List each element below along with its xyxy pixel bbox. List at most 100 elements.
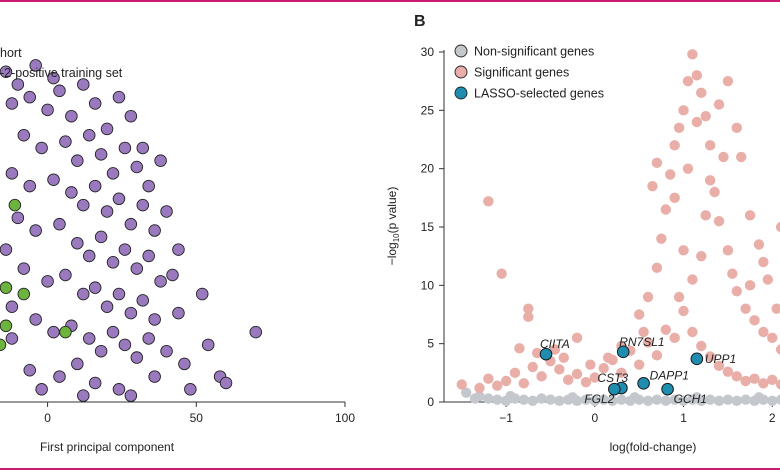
panel-a-point-purple	[94, 230, 108, 244]
panel-a-point-purple	[65, 109, 78, 123]
panel-b-point-sig	[563, 374, 574, 386]
panel-b-point-sig	[673, 291, 685, 303]
panel-b-point-sig	[762, 274, 774, 285]
panel-b-point-sig	[633, 359, 645, 370]
panel-b-y-tick-label: 10	[421, 278, 435, 292]
panel-b-y-tick-label: 0	[427, 395, 434, 409]
panel-b-x-axis-label: log(fold-change)	[610, 440, 697, 454]
panel-b-point-sig	[731, 285, 742, 297]
panel-a-point-purple	[88, 179, 102, 193]
panel-b-y-tick-label: 25	[421, 103, 435, 117]
panel-b-point-nonsig	[589, 395, 601, 407]
panel-a-point-purple	[178, 357, 191, 371]
panel-b-point-sig	[687, 326, 698, 338]
panel-a-point-purple	[59, 135, 72, 148]
panel-b-point-sig	[687, 274, 698, 285]
panel-b-point-sig	[749, 315, 760, 326]
panel-b-point-sig	[775, 379, 780, 390]
panel-a-point-purple	[41, 275, 54, 288]
panel-a-point-purple	[118, 243, 132, 256]
panel-b-point-lasso	[637, 377, 650, 390]
panel-a-point-purple	[35, 141, 48, 155]
panel-b-point-sig	[691, 116, 703, 128]
panel-b-point-nonsig	[767, 395, 778, 407]
panel-b-point-nonsig	[775, 394, 780, 405]
panel-b-point-nonsig	[492, 394, 503, 405]
panel-b-point-nonsig	[753, 392, 765, 403]
panel-a-x-axis-label: First principal component	[40, 440, 175, 454]
panel-b-x-tick-label: 1	[680, 411, 687, 425]
panel-a-point-purple	[130, 262, 144, 275]
panel-a-point-purple	[172, 243, 185, 256]
panel-a-point-purple	[148, 370, 161, 383]
panel-a-point-purple	[71, 236, 84, 250]
panel-b-point-nonsig	[722, 394, 734, 405]
panel-b-point-sig	[700, 210, 711, 221]
panel-b-point-sig	[523, 303, 534, 314]
panel-a-x-tick-label: 50	[190, 411, 204, 425]
panel-b-point-sig	[691, 70, 703, 81]
panel-a-point-purple	[130, 160, 144, 174]
panel-a-point-purple	[47, 173, 60, 186]
panel-b-point-sig	[651, 262, 663, 274]
panel-b-point-sig	[749, 373, 760, 384]
panel-a: 0 50 100 hort -2-positive training set Fir…	[0, 46, 355, 454]
panel-b-point-sig	[509, 367, 521, 379]
panel-b-point-sig	[669, 332, 680, 344]
panel-b-letter: B	[414, 13, 426, 30]
panel-a-point-green	[0, 319, 13, 333]
panel-a-point-purple	[29, 224, 42, 237]
panel-a-point-purple	[100, 300, 114, 313]
panel-a-point-purple	[142, 179, 155, 193]
panel-b-point-sig	[598, 362, 609, 374]
panel-b-point-sig	[642, 337, 654, 348]
panel-a-point-purple	[5, 97, 19, 110]
panel-b-point-sig	[554, 364, 565, 375]
panel-b-point-sig	[523, 311, 534, 323]
panel-a-point-purple	[124, 389, 138, 402]
panel-a-point-purple	[112, 90, 126, 104]
panel-b-point-sig	[709, 186, 720, 198]
panel-a-point-purple	[53, 84, 66, 98]
legend-marker-lasso	[454, 86, 468, 100]
panel-b-point-nonsig	[740, 394, 751, 405]
panel-b-point-nonsig	[598, 394, 609, 405]
panel-b-point-sig	[775, 344, 780, 355]
panel-b-point-sig	[718, 151, 729, 163]
panel-b-point-sig	[518, 378, 530, 389]
panel-a-point-purple	[118, 141, 132, 155]
panel-b-point-sig	[678, 245, 689, 256]
panel-a-point-purple	[82, 249, 96, 263]
panel-b-point-sig	[531, 347, 543, 359]
panel-a-point-purple	[23, 363, 36, 377]
panel-a-point-purple	[124, 109, 138, 123]
panel-a-point-purple	[23, 90, 36, 104]
panel-a-point-purple	[11, 78, 25, 91]
panel-b-point-sig	[651, 350, 663, 361]
panel-a-legend-line1: hort	[0, 46, 22, 60]
panel-a-point-purple	[11, 211, 25, 225]
panel-b-point-sig	[571, 332, 583, 344]
panel-b-point-sig	[549, 344, 561, 355]
panel-b-point-sig	[602, 352, 614, 363]
panel-a-point-purple	[5, 300, 19, 313]
panel-a-point-purple	[136, 141, 150, 155]
panel-b-point-sig	[682, 163, 694, 174]
panel-a-point-purple	[17, 129, 31, 142]
panel-b-y-tick-label: 20	[421, 162, 435, 176]
panel-a-point-purple	[106, 256, 120, 269]
panel-a-point-purple	[219, 376, 233, 390]
panel-b-point-sig	[740, 303, 751, 314]
panel-a-point-purple	[249, 325, 263, 339]
panel-b-x-tick-label: −1	[499, 411, 513, 425]
panel-b-point-sig	[700, 110, 711, 122]
panel-b-point-nonsig	[669, 394, 680, 405]
panel-b-point-sig	[722, 75, 734, 87]
panel-a-point-purple	[112, 192, 126, 206]
panel-b-point-sig	[740, 375, 751, 387]
panel-a-point-purple	[65, 186, 78, 199]
panel-b-point-sig	[722, 366, 734, 377]
panel-b-point-sig	[678, 105, 689, 116]
panel-b-point-sig	[767, 374, 778, 386]
